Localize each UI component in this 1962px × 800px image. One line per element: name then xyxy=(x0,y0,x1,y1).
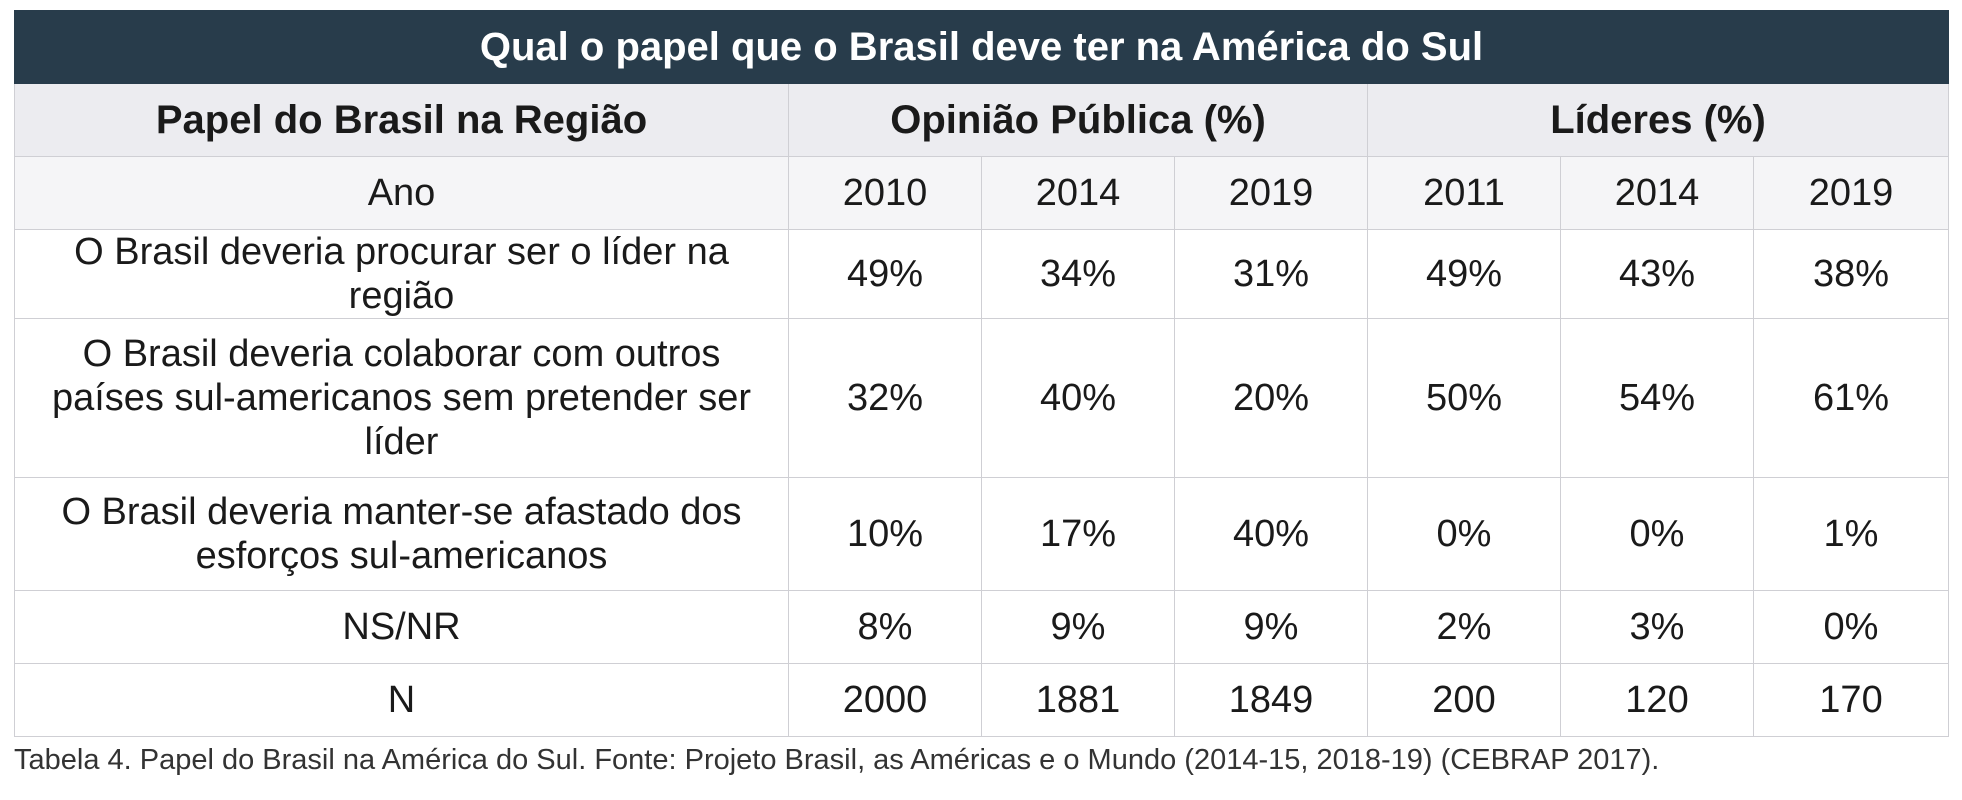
table-cell: 1849 xyxy=(1174,663,1368,737)
table-cell: 1% xyxy=(1752,477,1950,591)
table-cell: 1881 xyxy=(981,663,1175,737)
table-cell: 0% xyxy=(1560,477,1754,591)
table-cell: 34% xyxy=(981,229,1175,319)
year-leaders-2: 2014 xyxy=(1560,156,1754,230)
table-cell: 49% xyxy=(1367,229,1561,319)
role-of-brazil-table: Qual o papel que o Brasil deve ter na Am… xyxy=(13,10,1950,737)
table-row: O Brasil deveria colaborar com outros pa… xyxy=(14,318,1950,478)
year-opinion-1: 2010 xyxy=(788,156,982,230)
table-cell: 3% xyxy=(1560,590,1754,664)
year-opinion-2: 2014 xyxy=(981,156,1175,230)
row-label: O Brasil deveria colaborar com outros pa… xyxy=(14,318,789,478)
table-title: Qual o papel que o Brasil deve ter na Am… xyxy=(13,10,1950,84)
table-cell: 8% xyxy=(788,590,982,664)
table-cell: 49% xyxy=(788,229,982,319)
header-public-opinion: Opinião Pública (%) xyxy=(788,83,1368,157)
row-label: O Brasil deveria procurar ser o líder na… xyxy=(14,229,789,319)
table-cell: 9% xyxy=(981,590,1175,664)
table-cell: 20% xyxy=(1174,318,1368,478)
row-label: NS/NR xyxy=(14,590,789,664)
table-cell: 40% xyxy=(1174,477,1368,591)
table-row: N 2000 1881 1849 200 120 170 xyxy=(14,663,1950,737)
table-cell: 50% xyxy=(1367,318,1561,478)
data-table-container: Qual o papel que o Brasil deve ter na Am… xyxy=(13,10,1950,737)
group-header-row: Papel do Brasil na Região Opinião Públic… xyxy=(14,83,1950,157)
header-role: Papel do Brasil na Região xyxy=(14,83,789,157)
table-cell: 32% xyxy=(788,318,982,478)
table-title-row: Qual o papel que o Brasil deve ter na Am… xyxy=(13,10,1950,84)
year-label: Ano xyxy=(14,156,789,230)
table-cell: 40% xyxy=(981,318,1175,478)
table-cell: 54% xyxy=(1560,318,1754,478)
year-leaders-3: 2019 xyxy=(1752,156,1950,230)
year-leaders-1: 2011 xyxy=(1367,156,1561,230)
table-cell: 31% xyxy=(1174,229,1368,319)
table-cell: 120 xyxy=(1560,663,1754,737)
table-cell: 9% xyxy=(1174,590,1368,664)
table-cell: 0% xyxy=(1752,590,1950,664)
table-cell: 0% xyxy=(1367,477,1561,591)
table-cell: 2000 xyxy=(788,663,982,737)
table-cell: 43% xyxy=(1560,229,1754,319)
table-cell: 200 xyxy=(1367,663,1561,737)
header-leaders: Líderes (%) xyxy=(1366,83,1950,157)
table-row: O Brasil deveria manter-se afastado dos … xyxy=(14,477,1950,591)
table-cell: 17% xyxy=(981,477,1175,591)
table-cell: 170 xyxy=(1752,663,1950,737)
table-caption: Tabela 4. Papel do Brasil na América do … xyxy=(14,744,1660,776)
table-cell: 38% xyxy=(1752,229,1950,319)
year-header-row: Ano 2010 2014 2019 2011 2014 2019 xyxy=(14,156,1950,230)
table-cell: 2% xyxy=(1367,590,1561,664)
table-row: O Brasil deveria procurar ser o líder na… xyxy=(14,229,1950,319)
table-row: NS/NR 8% 9% 9% 2% 3% 0% xyxy=(14,590,1950,664)
row-label: O Brasil deveria manter-se afastado dos … xyxy=(14,477,789,591)
year-opinion-3: 2019 xyxy=(1174,156,1368,230)
table-cell: 61% xyxy=(1752,318,1950,478)
row-label: N xyxy=(14,663,789,737)
table-cell: 10% xyxy=(788,477,982,591)
